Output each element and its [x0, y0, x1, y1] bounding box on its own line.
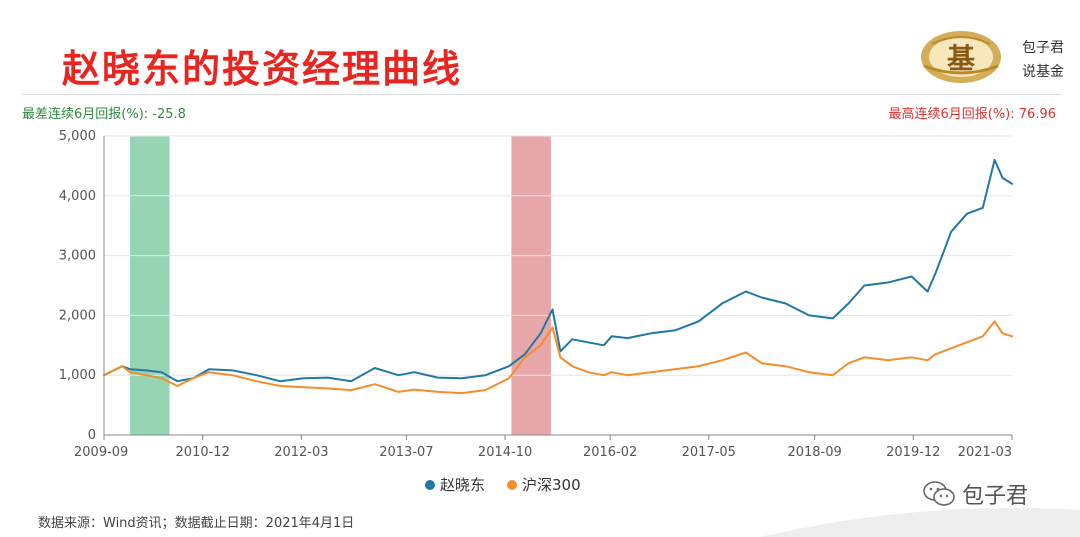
x-tick-label: 2012-03	[274, 445, 328, 460]
watermark-text: 包子君	[962, 484, 1029, 509]
y-tick-label: 5,000	[59, 129, 96, 144]
y-tick-label: 1,000	[59, 368, 96, 383]
x-tick-label: 2017-05	[682, 445, 736, 460]
brand-line-2: 说基金	[1022, 64, 1064, 80]
fund-logo-icon: 基	[921, 31, 1001, 83]
x-tick-label: 2014-10	[478, 445, 532, 460]
decorative-swoosh	[760, 507, 1080, 537]
watermark: 包子君	[922, 478, 1028, 510]
best-6m-value: 76.96	[1018, 107, 1056, 122]
series-line-0	[103, 158, 1013, 383]
y-tick-label: 4,000	[59, 189, 96, 204]
page-title: 赵晓东的投资经理曲线	[62, 47, 463, 91]
worst-6m-label: 最差连续6月回报(%):	[22, 107, 149, 122]
y-tick-label: 2,000	[59, 308, 96, 323]
wechat-icon	[923, 481, 955, 506]
worst-6m-return: 最差连续6月回报(%): -25.8	[22, 103, 186, 122]
brand-name: 包子君 说基金	[1022, 36, 1064, 84]
legend-marker-0	[425, 480, 435, 490]
data-source-note: 数据来源：Wind资讯；数据截止日期：2021年4月1日	[38, 516, 355, 531]
highlight-band-best	[511, 136, 551, 435]
legend-label-1: 沪深300	[522, 476, 581, 494]
best-6m-label: 最高连续6月回报(%):	[888, 107, 1015, 122]
x-tick-label: 2009-09	[74, 445, 128, 460]
highlight-band-worst	[130, 136, 170, 435]
x-tick-label: 2019-12	[886, 445, 940, 460]
x-tick-label: 2010-12	[176, 445, 230, 460]
x-tick-label: 2021-03	[958, 445, 1012, 460]
best-6m-return: 最高连续6月回报(%): 76.96	[888, 103, 1056, 122]
y-tick-label: 3,000	[59, 249, 96, 264]
series-line-1	[103, 320, 1013, 395]
legend-marker-1	[507, 480, 517, 490]
legend-label-0: 赵晓东	[440, 476, 485, 494]
x-tick-label: 2016-02	[583, 445, 637, 460]
logo-glyph: 基	[947, 42, 975, 75]
header-divider	[22, 94, 1062, 95]
x-tick-label: 2013-07	[379, 445, 433, 460]
worst-6m-value: -25.8	[152, 107, 186, 122]
brand-line-1: 包子君	[1022, 40, 1064, 56]
x-tick-label: 2018-09	[787, 445, 841, 460]
y-tick-label: 0	[88, 428, 96, 443]
